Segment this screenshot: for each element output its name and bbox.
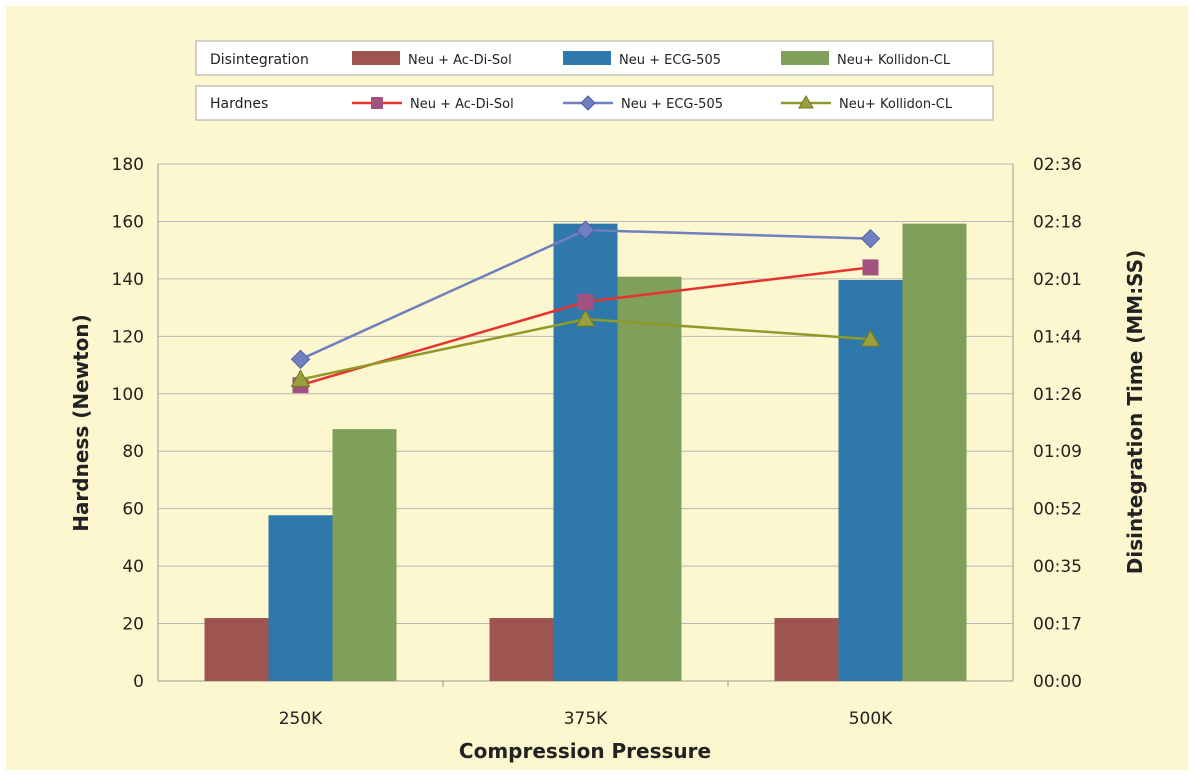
legend-marker-neu-kollidon-cl <box>798 95 814 109</box>
y-tick-label: 0 <box>133 672 144 692</box>
y2-tick-label: 02:18 <box>1033 212 1082 232</box>
bar-neu-kollidon-cl <box>617 276 682 681</box>
legend-marker-neu-ac-di-sol <box>371 97 383 109</box>
y2-tick-label: 02:36 <box>1033 155 1082 175</box>
y-tick-label: 100 <box>112 385 144 405</box>
bar-neu-ecg-505 <box>553 223 618 681</box>
legend-swatch-bar-neu-ac-di-sol <box>352 51 400 65</box>
legend-label-line-neu-ecg-505: Neu + ECG-505 <box>621 97 723 112</box>
point-neu-ac-di-sol <box>577 293 594 310</box>
y-tick-label: 180 <box>112 155 144 175</box>
y-tick-label: 80 <box>122 442 144 462</box>
bar-neu-ecg-505 <box>838 279 903 681</box>
y-tick-label: 60 <box>122 500 144 520</box>
x-tick-label: 375K <box>564 709 608 729</box>
x-tick-label: 500K <box>849 709 893 729</box>
y2-tick-label: 01:26 <box>1033 385 1082 405</box>
y-tick-label: 40 <box>122 557 144 577</box>
legend-row-label-bars: Disintegration <box>210 52 309 68</box>
legend-label-bar-neu-ac-di-sol: Neu + Ac-Di-Sol <box>408 53 512 68</box>
y-axis-title: Hardness (Newton) <box>69 314 93 532</box>
point-neu-ecg-505 <box>860 228 881 249</box>
point-neu-ecg-505 <box>290 349 311 370</box>
y2-tick-label: 00:52 <box>1033 500 1082 520</box>
bar-neu-ac-di-sol <box>204 618 269 681</box>
legend-row-label-lines: Hardnes <box>210 96 268 112</box>
bar-neu-ac-di-sol <box>774 618 839 681</box>
legend: Disintegration Hardnes Neu + Ac-Di-Sol Ne… <box>195 40 994 121</box>
bar-neu-kollidon-cl <box>332 429 397 681</box>
point-neu-kollidon-cl <box>290 369 311 387</box>
x-tick-label: 250K <box>279 709 323 729</box>
legend-swatch-bar-neu-kollidon-cl <box>781 51 829 65</box>
bar-neu-kollidon-cl <box>902 223 967 681</box>
legend-label-bar-neu-ecg-505: Neu + ECG-505 <box>619 53 721 68</box>
point-neu-ecg-505 <box>575 220 596 240</box>
legend-marker-neu-ecg-505 <box>580 95 596 111</box>
legend-label-bar-neu-kollidon-cl: Neu+ Kollidon-CL <box>837 53 951 68</box>
y2-tick-label: 00:35 <box>1033 557 1082 577</box>
tick-labels: 0 20 40 60 80 100 120 140 160 180 00:00 00:17 00:35 0… <box>112 155 1082 729</box>
y2-tick-label: 01:09 <box>1033 442 1082 462</box>
legend-label-line-neu-ac-di-sol: Neu + Ac-Di-Sol <box>410 97 514 112</box>
y2-tick-label: 00:00 <box>1033 672 1082 692</box>
point-neu-ac-di-sol <box>862 259 879 276</box>
y-tick-label: 20 <box>122 615 144 635</box>
point-neu-kollidon-cl <box>575 309 596 327</box>
y2-tick-label: 00:17 <box>1033 615 1082 635</box>
bar-neu-ac-di-sol <box>489 618 554 681</box>
x-axis-title: Compression Pressure <box>459 739 711 763</box>
bars <box>204 223 967 681</box>
bar-neu-ecg-505 <box>268 515 333 681</box>
y-tick-label: 140 <box>112 270 144 290</box>
point-neu-kollidon-cl <box>860 329 881 347</box>
legend-swatch-bar-neu-ecg-505 <box>563 51 611 65</box>
y2-axis-title: Disintegration Time (MM:SS) <box>1123 250 1147 574</box>
legend-label-line-neu-kollidon-cl: Neu+ Kollidon-CL <box>839 97 953 112</box>
y2-tick-label: 01:44 <box>1033 327 1082 347</box>
y-tick-label: 160 <box>112 212 144 232</box>
y-tick-label: 120 <box>112 327 144 347</box>
y2-tick-label: 02:01 <box>1033 270 1082 290</box>
lines <box>290 220 881 394</box>
